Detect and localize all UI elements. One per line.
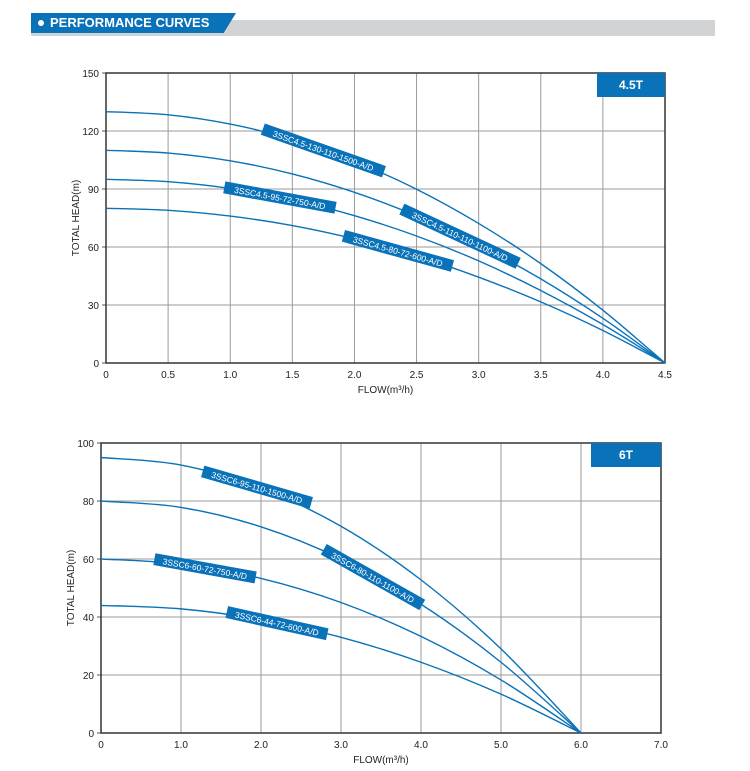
y-tick-label: 60 — [83, 555, 95, 566]
x-tick-label: 4.5 — [658, 370, 672, 381]
y-axis-label: TOTAL HEAD(m) — [71, 180, 82, 256]
series-label: 3SSC6-60-72-750-A/D — [153, 553, 257, 584]
series-label-bg — [223, 181, 337, 214]
model-badge — [591, 443, 661, 467]
series-label-bg — [320, 544, 426, 611]
model-badge — [597, 73, 665, 97]
series-line — [105, 149, 666, 364]
y-tick-label: 20 — [83, 671, 95, 682]
series-label-bg — [153, 553, 257, 584]
series-label-bg — [341, 230, 455, 272]
chart-0: 0 0.5 1.0 1.5 2.0 2.5 3.0 3.5 4.0 4.5 0 30 60 90 120 15… — [71, 69, 672, 396]
x-tick-label: 4.0 — [414, 740, 428, 751]
x-tick-label: 2.0 — [347, 370, 361, 381]
series-label: 3SSC6-44-72-600-A/D — [225, 606, 329, 641]
model-badge-label: 4.5T — [619, 78, 644, 92]
series-line — [105, 207, 666, 364]
series-label-text: 3SSC6-95-110-1500-A/D — [210, 470, 303, 506]
x-tick-label: 4.0 — [596, 370, 610, 381]
plot-frame — [105, 72, 666, 364]
x-tick-label: 1.0 — [223, 370, 237, 381]
series-line — [105, 178, 666, 364]
series-label: 3SSC4.5-95-72-750-A/D — [223, 181, 337, 214]
y-tick-label: 100 — [77, 439, 94, 450]
series-label-bg — [225, 606, 329, 641]
series-label: 3SSC4.5-130-110-1500-A/D — [260, 123, 386, 178]
x-tick-label: 0 — [103, 370, 109, 381]
y-tick-label: 90 — [88, 185, 100, 196]
y-axis-label: TOTAL HEAD(m) — [66, 550, 77, 626]
y-tick-label: 60 — [88, 243, 100, 254]
series-line — [100, 604, 582, 734]
y-tick-label: 120 — [82, 127, 99, 138]
x-tick-label: 3.5 — [534, 370, 548, 381]
series-line — [105, 110, 666, 364]
x-axis-label: FLOW(m³/h) — [358, 385, 414, 396]
chart-1: 0 1.0 2.0 3.0 4.0 5.0 6.0 7.0 0 20 40 60 80 100 FLOW(m… — [66, 439, 668, 766]
model-badge-label: 6T — [619, 448, 634, 462]
x-tick-label: 0 — [98, 740, 104, 751]
series-label: 3SSC4.5-80-72-600-A/D — [341, 230, 455, 272]
section-title-tab: PERFORMANCE CURVES — [31, 13, 236, 33]
x-tick-label: 1.5 — [285, 370, 299, 381]
series-label-text: 3SSC4.5-80-72-600-A/D — [352, 234, 444, 268]
series-label-text: 3SSC4.5-130-110-1500-A/D — [271, 129, 374, 174]
y-tick-label: 150 — [82, 69, 99, 80]
y-tick-label: 40 — [83, 613, 95, 624]
series-label: 3SSC6-95-110-1500-A/D — [201, 465, 313, 509]
plot-frame — [100, 442, 662, 734]
y-tick-label: 0 — [93, 359, 99, 370]
x-tick-label: 3.0 — [334, 740, 348, 751]
x-tick-label: 3.0 — [472, 370, 486, 381]
x-tick-label: 7.0 — [654, 740, 668, 751]
y-tick-label: 0 — [88, 729, 94, 740]
y-tick-label: 80 — [83, 497, 95, 508]
x-tick-label: 6.0 — [574, 740, 588, 751]
series-label-text: 3SSC6-80-110-1100-A/D — [330, 550, 417, 605]
series-line — [100, 456, 582, 734]
bullet-icon — [38, 20, 44, 27]
x-tick-label: 5.0 — [494, 740, 508, 751]
series-label-bg — [260, 123, 386, 178]
x-tick-label: 2.5 — [410, 370, 424, 381]
x-tick-label: 0.5 — [161, 370, 175, 381]
section-title: PERFORMANCE CURVES — [50, 15, 210, 30]
x-tick-label: 1.0 — [174, 740, 188, 751]
series-label-bg — [201, 465, 313, 509]
x-axis-label: FLOW(m³/h) — [353, 755, 409, 766]
series-label-bg — [399, 203, 521, 269]
x-tick-label: 2.0 — [254, 740, 268, 751]
y-tick-label: 30 — [88, 301, 100, 312]
